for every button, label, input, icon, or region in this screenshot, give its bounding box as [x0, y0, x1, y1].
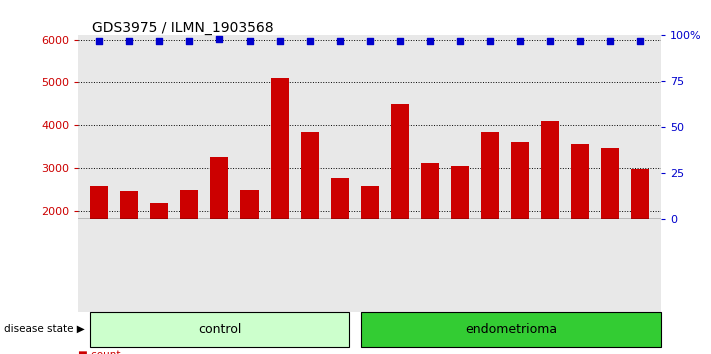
Bar	[481, 132, 499, 219]
Point	[574, 38, 586, 44]
Bar	[511, 142, 529, 219]
Point	[634, 38, 646, 44]
Bar	[301, 132, 319, 219]
Point	[214, 36, 225, 42]
Bar	[181, 190, 198, 219]
Point	[274, 38, 285, 44]
Bar	[541, 121, 559, 219]
Bar	[451, 166, 469, 219]
Point	[484, 38, 496, 44]
Bar	[571, 144, 589, 219]
Text: ■ count: ■ count	[78, 350, 121, 354]
Point	[604, 38, 616, 44]
Bar	[150, 203, 169, 219]
Bar	[391, 104, 409, 219]
Point	[304, 38, 315, 44]
Point	[334, 38, 346, 44]
Point	[154, 38, 165, 44]
Point	[424, 38, 436, 44]
Point	[545, 38, 556, 44]
Point	[394, 38, 405, 44]
Text: disease state ▶: disease state ▶	[4, 324, 85, 334]
Text: GDS3975 / ILMN_1903568: GDS3975 / ILMN_1903568	[92, 21, 274, 35]
Bar	[240, 189, 259, 219]
Point	[183, 38, 195, 44]
Bar	[120, 191, 139, 219]
Bar	[331, 178, 348, 219]
Point	[364, 38, 375, 44]
Point	[514, 38, 525, 44]
Bar	[360, 186, 379, 219]
Point	[454, 38, 466, 44]
Text: endometrioma: endometrioma	[465, 323, 557, 336]
Bar	[601, 148, 619, 219]
Bar	[210, 158, 228, 219]
Bar	[90, 186, 108, 219]
Point	[94, 38, 105, 44]
Bar	[421, 164, 439, 219]
Point	[244, 38, 255, 44]
Text: control: control	[198, 323, 241, 336]
Point	[124, 38, 135, 44]
Bar	[631, 169, 649, 219]
Bar	[271, 78, 289, 219]
